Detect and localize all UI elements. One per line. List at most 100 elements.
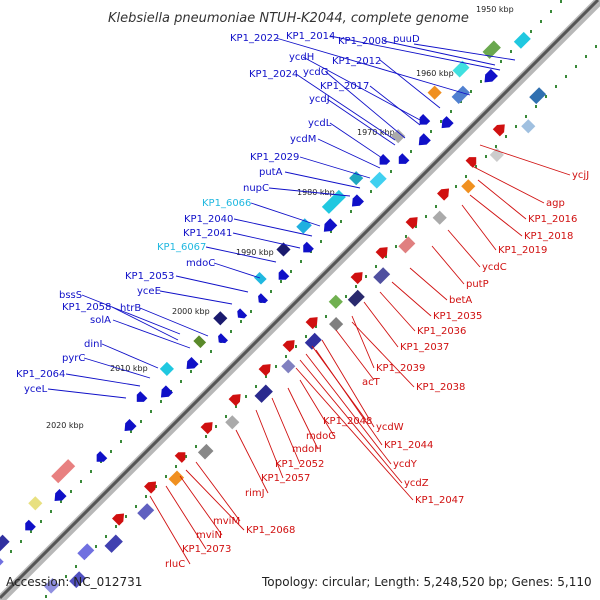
gene-label: KP1_2047 <box>415 495 464 506</box>
leader-line-plus <box>179 475 223 536</box>
gene-block <box>44 578 60 594</box>
gc-dot <box>535 105 537 108</box>
gene-feature <box>329 317 344 332</box>
gene-feature <box>144 481 157 494</box>
leader-line-plus <box>315 349 383 446</box>
gene-block <box>529 87 547 105</box>
gc-dot <box>50 510 52 513</box>
gene-feature <box>303 241 314 253</box>
gc-dot <box>200 360 202 363</box>
gc-dot <box>245 395 247 398</box>
gc-dot <box>135 505 137 508</box>
gene-block <box>461 179 476 194</box>
leader-line-plus <box>149 495 191 565</box>
gene-label: KP1_2073 <box>182 544 231 555</box>
gene-feature <box>96 451 108 462</box>
gc-dot <box>480 80 482 83</box>
gc-dot <box>250 310 252 313</box>
gene-label: ycdL <box>308 118 332 129</box>
gc-dot <box>300 260 302 263</box>
gc-dot <box>325 315 327 318</box>
leader-line-plus <box>295 367 414 501</box>
gc-dot <box>175 465 177 468</box>
gene-block <box>77 543 95 561</box>
gc-dot <box>350 210 352 213</box>
gc-dot <box>120 440 122 443</box>
gene-label: KP1_2037 <box>400 342 449 353</box>
leader-line-minus <box>213 262 261 279</box>
gene-arrow <box>282 340 295 353</box>
gene-arrow <box>437 188 450 201</box>
leader-line-minus <box>299 156 371 179</box>
leader-line-plus <box>335 329 375 381</box>
gene-feature <box>529 87 547 105</box>
gene-label: KP1_2052 <box>275 459 324 470</box>
gene-feature <box>375 247 388 260</box>
gc-dot <box>425 215 427 218</box>
gene-feature <box>136 391 148 402</box>
gc-dot <box>290 270 292 273</box>
gene-block <box>451 85 470 104</box>
gene-feature <box>104 534 123 553</box>
gene-label: putP <box>466 279 489 290</box>
gene-label: KP1_2012 <box>332 56 381 67</box>
gc-dot <box>95 545 97 548</box>
gene-label: mdoC <box>186 258 215 269</box>
leader-line-plus <box>379 291 416 332</box>
gene-feature <box>427 85 442 100</box>
gene-label: mviN <box>196 530 222 541</box>
gene-label: dinI <box>84 339 102 350</box>
leader-line-minus <box>317 138 381 169</box>
gc-dot <box>190 370 192 373</box>
gene-label: KP1_2008 <box>338 36 387 47</box>
gc-dot <box>415 225 417 228</box>
gene-feature <box>276 242 291 257</box>
leader-line-minus <box>329 35 501 71</box>
gene-feature <box>350 272 363 285</box>
gene-block <box>482 40 501 59</box>
gene-label: KP1_2053 <box>125 271 174 282</box>
gene-feature <box>323 218 338 232</box>
leader-line-plus <box>255 409 284 479</box>
gene-label: KP1_2024 <box>249 69 298 80</box>
gene-feature <box>218 333 228 344</box>
gc-dot <box>315 325 317 328</box>
gene-label: mviM <box>213 516 240 527</box>
gene-arrow <box>258 293 268 304</box>
gene-feature <box>398 236 416 254</box>
gene-label: rluC <box>165 559 185 570</box>
gene-label-hypothetical: KP1_6066 <box>202 198 251 209</box>
gene-label: yceE <box>137 286 161 297</box>
gene-label: bssS <box>59 290 82 301</box>
gene-arrow <box>305 317 318 330</box>
gene-block <box>51 459 76 484</box>
gene-block <box>328 294 343 309</box>
gene-label: ycdJ <box>309 94 330 105</box>
gc-dot <box>305 335 307 338</box>
gc-dot <box>385 255 387 258</box>
leader-line-plus <box>271 397 301 465</box>
gc-dot <box>505 135 507 138</box>
gc-dot <box>40 520 42 523</box>
gene-block <box>28 496 43 511</box>
gc-dot <box>165 475 167 478</box>
leader-line-minus <box>413 43 516 61</box>
gc-dot <box>515 125 517 128</box>
gc-dot <box>60 500 62 503</box>
gene-arrow <box>25 519 36 531</box>
gc-dot <box>155 485 157 488</box>
gc-dot <box>560 0 562 3</box>
gc-dot <box>450 110 452 113</box>
gc-dot <box>65 575 67 578</box>
gene-arrow <box>398 153 410 164</box>
gene-block <box>104 534 123 553</box>
gene-label: ycdH <box>289 52 314 63</box>
gene-block <box>513 31 531 49</box>
scale-label: 2010 kbp <box>110 364 148 373</box>
gc-dot <box>575 65 577 68</box>
leader-line-plus <box>351 321 415 388</box>
gene-feature <box>69 571 87 589</box>
gc-dot <box>395 245 397 248</box>
gene-feature <box>137 503 155 521</box>
